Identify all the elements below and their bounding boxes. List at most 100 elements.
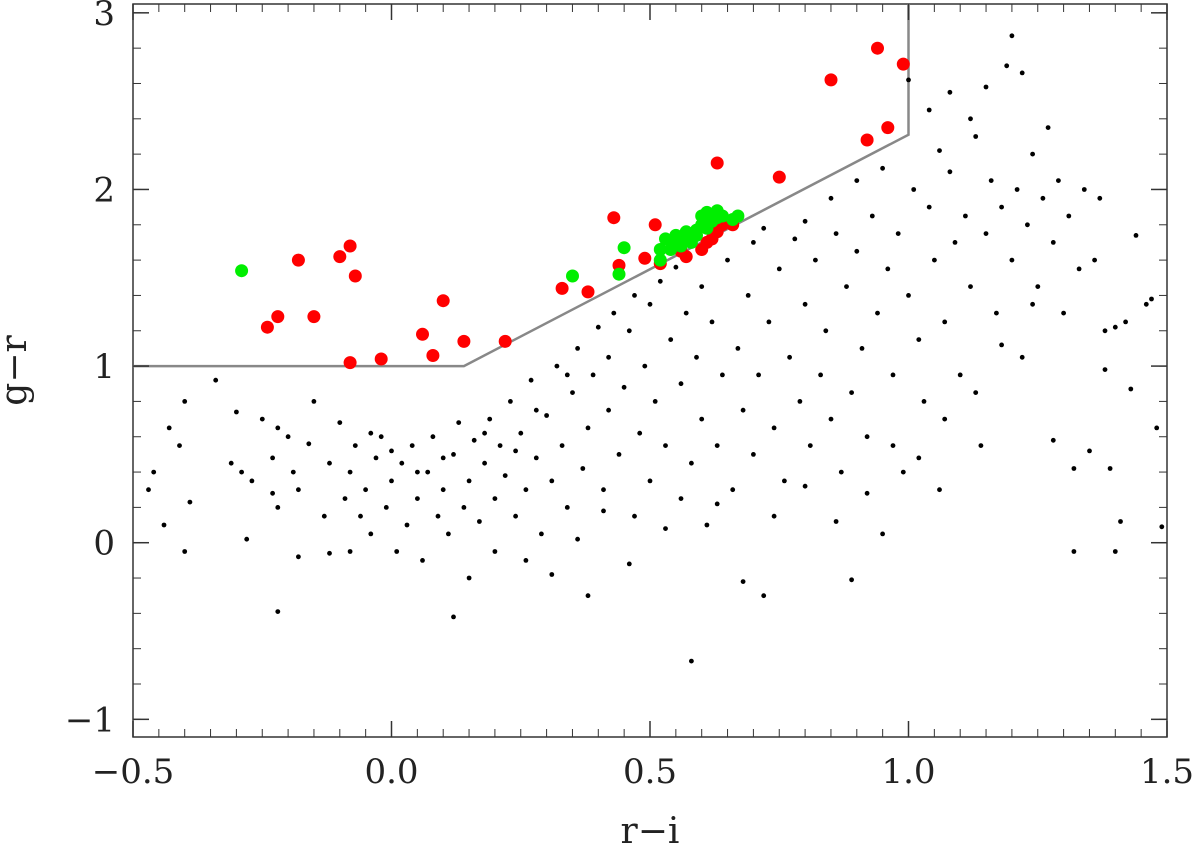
point-dot xyxy=(678,496,684,501)
point-marker xyxy=(260,320,274,334)
point-dot xyxy=(575,346,580,351)
point-dot xyxy=(751,452,756,457)
point-dot xyxy=(663,443,668,448)
point-dot xyxy=(544,413,549,418)
point-dot xyxy=(1045,125,1051,130)
point-dot xyxy=(533,455,539,461)
point-marker xyxy=(659,232,672,246)
point-dot xyxy=(926,107,932,113)
green-points xyxy=(235,204,745,283)
point-dot xyxy=(787,354,792,360)
point-dot xyxy=(549,572,555,577)
point-dot xyxy=(1159,524,1165,530)
point-dot xyxy=(709,319,715,325)
axis-ticks xyxy=(132,4,1168,737)
point-dot xyxy=(404,522,410,528)
point-dot xyxy=(926,204,932,210)
point-dot xyxy=(714,501,720,507)
point-dot xyxy=(337,420,343,425)
x-tick-label: 1.5 xyxy=(1140,752,1194,792)
point-dot xyxy=(802,483,808,489)
x-tick-label: −0.5 xyxy=(92,752,175,792)
point-dot xyxy=(166,425,172,431)
point-dot xyxy=(683,310,689,316)
point-dot xyxy=(177,443,182,448)
point-dot xyxy=(983,84,989,90)
point-dot xyxy=(1081,187,1087,192)
x-tick-label: 0.5 xyxy=(623,752,677,792)
point-dot xyxy=(828,416,834,422)
point-dot xyxy=(673,264,679,270)
point-dot xyxy=(327,550,332,556)
point-dot xyxy=(994,310,999,316)
point-dot xyxy=(647,478,653,484)
point-dot xyxy=(657,278,663,284)
point-dot xyxy=(745,293,751,298)
point-dot xyxy=(1112,324,1118,330)
point-dot xyxy=(885,266,891,272)
point-marker xyxy=(648,218,662,232)
point-marker xyxy=(679,250,693,264)
point-dot xyxy=(440,455,446,461)
point-marker xyxy=(555,281,569,295)
point-dot xyxy=(704,522,710,528)
point-dot xyxy=(963,213,968,219)
point-dot xyxy=(595,324,601,330)
point-dot xyxy=(782,478,787,484)
point-dot xyxy=(497,443,503,448)
point-dot xyxy=(1071,549,1077,554)
point-dot xyxy=(1102,328,1108,334)
point-dot xyxy=(270,490,275,496)
point-dot xyxy=(632,513,637,519)
point-marker xyxy=(271,310,285,324)
point-dot xyxy=(621,384,627,390)
point-dot xyxy=(637,430,643,436)
point-dot xyxy=(1076,266,1082,272)
point-dot xyxy=(952,240,958,245)
point-marker xyxy=(607,211,621,225)
point-dot xyxy=(1019,354,1025,360)
point-dot xyxy=(471,437,477,443)
red-points xyxy=(260,41,910,370)
point-dot xyxy=(373,455,379,461)
point-dot xyxy=(533,407,539,413)
point-marker xyxy=(566,269,579,283)
point-dot xyxy=(895,231,901,237)
point-dot xyxy=(482,430,487,436)
point-dot xyxy=(978,443,984,448)
point-dot xyxy=(999,342,1004,348)
point-dot xyxy=(906,293,911,298)
point-dot xyxy=(513,513,518,519)
point-dot xyxy=(1128,386,1134,392)
point-marker xyxy=(307,310,321,324)
point-dot xyxy=(968,284,973,289)
point-dot xyxy=(606,407,611,413)
point-dot xyxy=(900,469,906,475)
point-dot xyxy=(957,372,963,378)
point-marker xyxy=(715,209,729,223)
point-dot xyxy=(880,165,885,171)
point-dot xyxy=(828,195,834,201)
point-dot xyxy=(838,469,844,475)
point-marker xyxy=(669,228,683,242)
point-dot xyxy=(875,310,880,316)
point-dot xyxy=(1112,549,1118,554)
point-dot xyxy=(151,469,157,475)
point-dot xyxy=(523,558,529,563)
point-marker xyxy=(343,356,357,370)
point-dot xyxy=(606,354,611,360)
point-dot xyxy=(906,77,911,83)
point-dot xyxy=(352,443,358,448)
point-dot xyxy=(492,496,498,501)
point-dot xyxy=(182,549,188,554)
point-marker xyxy=(235,264,249,278)
point-dot xyxy=(1154,425,1160,431)
point-dot xyxy=(911,187,917,192)
point-dot xyxy=(425,469,431,475)
point-dot xyxy=(766,319,772,325)
point-dot xyxy=(554,363,560,369)
point-dot xyxy=(916,337,922,342)
point-dot xyxy=(792,236,798,242)
point-dot xyxy=(363,487,368,493)
point-dot xyxy=(833,519,839,524)
